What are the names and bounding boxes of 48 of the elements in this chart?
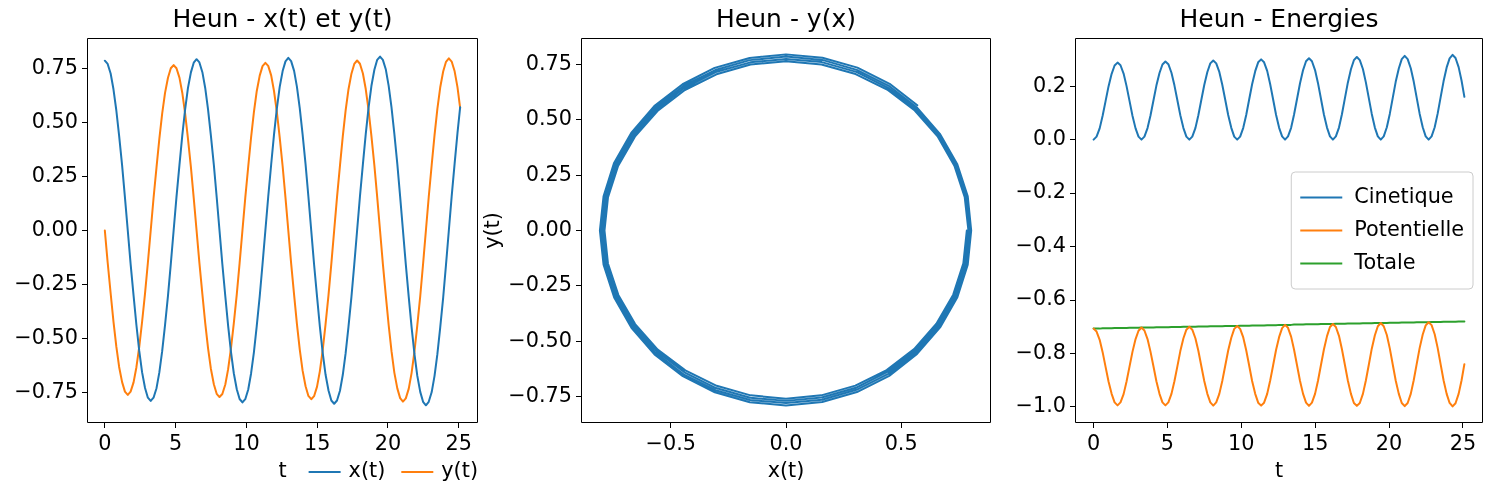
y-tick-label: −0.75 [508, 382, 572, 407]
x-tick-label: 0.0 [769, 430, 803, 455]
y-tick-label: −0.75 [14, 379, 78, 404]
legend-label: Cinetique [1354, 183, 1454, 208]
legend-label: Totale [1353, 249, 1416, 274]
x-tick-label: 25 [445, 430, 472, 455]
y-axis-title: y(t) [480, 212, 505, 249]
y-tick-label: 0.25 [525, 161, 572, 186]
y-tick-label: 0.25 [31, 162, 78, 187]
y-tick-label: −0.8 [1015, 339, 1066, 364]
y-tick-label: −0.25 [14, 270, 78, 295]
y-tick-label: 0.2 [1032, 72, 1066, 97]
y-tick-label: 0.00 [525, 216, 572, 241]
y-tick-label: −0.4 [1015, 232, 1066, 257]
x-axis-title: x(t) [767, 458, 805, 483]
x-tick-label: 10 [233, 430, 260, 455]
x-tick-label: 25 [1449, 430, 1477, 455]
chart-title: Heun - x(t) et y(t) [172, 3, 393, 33]
x-tick-label: 5 [1160, 430, 1175, 455]
x-axis-title: t [1274, 458, 1284, 483]
x-tick-label: 0 [1087, 430, 1101, 455]
x-tick-label: 15 [1301, 430, 1329, 455]
y-tick-label: 0.75 [31, 54, 78, 79]
y-tick-label: −0.50 [508, 327, 572, 352]
legend-label: y(t) [441, 458, 479, 483]
x-tick-label: 20 [1375, 430, 1403, 455]
y-tick-label: −0.25 [508, 272, 572, 297]
y-tick-label: 0.00 [31, 216, 78, 241]
chart-title: Heun - y(x) [716, 3, 856, 33]
y-tick-label: 0.0 [1032, 126, 1066, 150]
x-tick-label: 15 [303, 430, 331, 455]
y-tick-label: −1.0 [1015, 393, 1066, 418]
legend-label: Potentielle [1354, 216, 1464, 241]
x-axis-title: t [278, 458, 287, 483]
y-tick-label: 0.50 [31, 108, 78, 133]
y-tick-label: −0.2 [1015, 179, 1066, 204]
x-tick-label: 0 [98, 430, 112, 455]
y-tick-label: −0.6 [1015, 286, 1066, 311]
y-tick-label: −0.50 [14, 325, 78, 350]
x-tick-label: 0.5 [884, 430, 918, 455]
legend-label: x(t) [348, 458, 386, 483]
x-tick-label: 10 [1228, 430, 1255, 455]
y-tick-label: 0.75 [525, 50, 572, 75]
x-tick-label: 20 [374, 430, 402, 455]
y-tick-label: 0.50 [525, 106, 572, 131]
x-tick-label: 5 [169, 430, 183, 455]
x-tick-label: −0.5 [645, 430, 697, 455]
chart-title: Heun - Energies [1179, 3, 1379, 33]
